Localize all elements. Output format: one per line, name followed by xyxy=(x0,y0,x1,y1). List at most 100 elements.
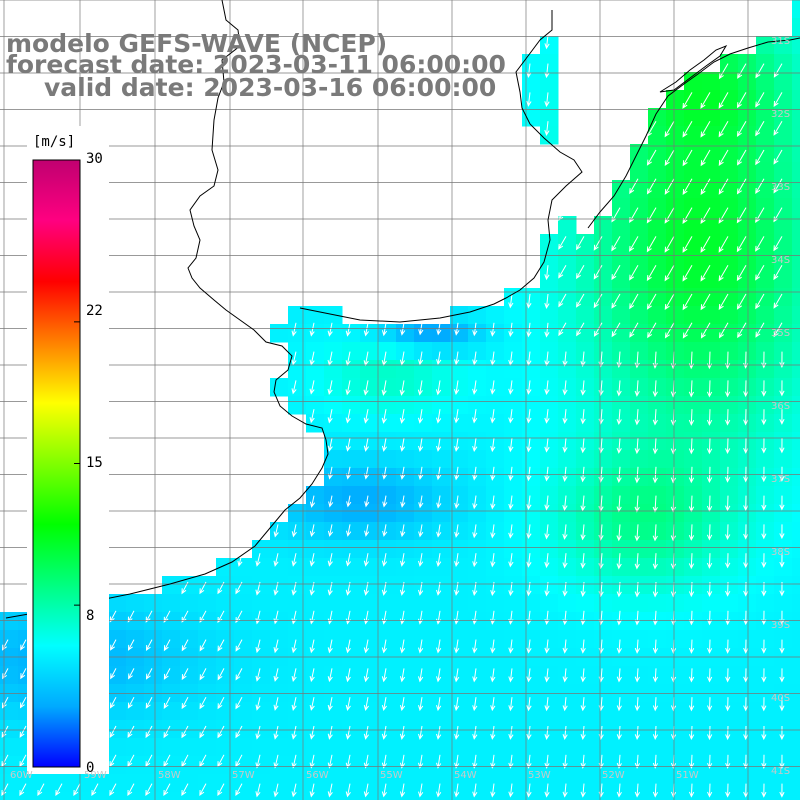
wind-cell xyxy=(540,342,559,361)
wind-cell xyxy=(378,720,397,739)
latitude-label: 38S xyxy=(771,547,791,558)
wind-cell xyxy=(432,720,451,739)
wind-cell xyxy=(342,576,361,595)
wind-cell xyxy=(270,720,289,739)
wind-cell xyxy=(234,666,253,685)
wind-arrow xyxy=(110,639,117,651)
wind-cell xyxy=(432,468,451,487)
wind-arrow xyxy=(19,725,27,738)
wind-cell xyxy=(756,504,775,523)
wind-cell xyxy=(378,576,397,595)
wind-cell xyxy=(486,504,505,523)
wind-cell xyxy=(450,396,469,415)
wind-cell xyxy=(720,630,739,649)
wind-arrow xyxy=(472,697,478,712)
wind-arrow xyxy=(598,380,604,397)
wind-cell xyxy=(702,270,721,289)
wind-cell xyxy=(468,396,487,415)
wind-cell xyxy=(324,774,343,793)
wind-arrow xyxy=(454,553,460,568)
wind-cell xyxy=(666,216,685,235)
wind-cell xyxy=(360,666,379,685)
wind-arrow xyxy=(616,783,622,798)
coastline-brazil-south xyxy=(587,37,800,229)
wind-cell xyxy=(396,450,415,469)
wind-cell xyxy=(468,522,487,541)
wind-cell xyxy=(558,792,577,800)
wind-arrow xyxy=(562,409,568,425)
wind-cell xyxy=(612,558,631,577)
wind-cell xyxy=(396,504,415,523)
wind-cell xyxy=(360,360,379,379)
wind-arrow xyxy=(647,322,657,339)
wind-arrow xyxy=(562,668,568,683)
wind-cell xyxy=(342,342,361,361)
wind-cell xyxy=(576,558,595,577)
wind-arrow xyxy=(707,668,713,683)
wind-cell xyxy=(792,18,800,37)
wind-cell xyxy=(396,594,415,613)
wind-cell xyxy=(198,594,217,613)
wind-cell xyxy=(558,342,577,361)
wind-cell xyxy=(612,198,631,217)
wind-arrow xyxy=(145,754,153,768)
wind-cell xyxy=(756,540,775,559)
wind-cell xyxy=(324,612,343,631)
wind-arrow xyxy=(327,725,333,740)
wind-cell xyxy=(306,324,325,343)
wind-arrow xyxy=(580,466,586,483)
wind-cell xyxy=(576,252,595,271)
wind-cell xyxy=(270,378,289,397)
wind-cell xyxy=(522,324,541,343)
wind-cell xyxy=(738,252,757,271)
wind-cell xyxy=(126,792,145,800)
wind-arrow xyxy=(363,697,369,712)
wind-cell xyxy=(540,72,559,91)
wind-cell xyxy=(720,396,739,415)
wind-cell xyxy=(486,432,505,451)
wind-cell xyxy=(630,720,649,739)
wind-arrow xyxy=(454,725,460,740)
wind-cell xyxy=(576,522,595,541)
wind-cell xyxy=(666,504,685,523)
wind-cell xyxy=(360,792,379,800)
wind-cell xyxy=(360,396,379,415)
wind-cell xyxy=(738,486,757,505)
wind-cell xyxy=(720,702,739,721)
wind-cell xyxy=(486,360,505,379)
wind-cell xyxy=(684,540,703,559)
wind-cell xyxy=(360,702,379,721)
wind-cell xyxy=(792,540,800,559)
wind-cell xyxy=(342,594,361,613)
wind-cell xyxy=(558,234,577,253)
wind-arrow xyxy=(346,495,352,508)
wind-cell xyxy=(378,504,397,523)
wind-arrow xyxy=(652,725,659,741)
wind-cell xyxy=(522,468,541,487)
wind-cell xyxy=(738,234,757,253)
wind-cell xyxy=(774,72,793,91)
wind-cell xyxy=(648,342,667,361)
wind-cell xyxy=(774,450,793,469)
wind-arrow xyxy=(364,466,370,480)
wind-arrow xyxy=(576,236,585,251)
wind-arrow xyxy=(363,783,369,798)
wind-arrow xyxy=(616,351,622,368)
wind-cell xyxy=(378,702,397,721)
wind-cell xyxy=(324,522,343,541)
wind-cell xyxy=(0,612,19,631)
wind-cell xyxy=(504,612,523,631)
wind-cell xyxy=(540,378,559,397)
wind-cell xyxy=(324,486,343,505)
wind-cell xyxy=(486,594,505,613)
wind-arrow xyxy=(706,437,713,455)
wind-cell xyxy=(486,486,505,505)
wind-cell xyxy=(594,630,613,649)
wind-cell xyxy=(540,540,559,559)
wind-cell xyxy=(396,702,415,721)
wind-arrow xyxy=(611,322,621,338)
wind-arrow xyxy=(773,236,783,252)
wind-arrow xyxy=(327,437,333,452)
wind-arrow xyxy=(526,495,532,511)
wind-arrow xyxy=(217,696,225,710)
